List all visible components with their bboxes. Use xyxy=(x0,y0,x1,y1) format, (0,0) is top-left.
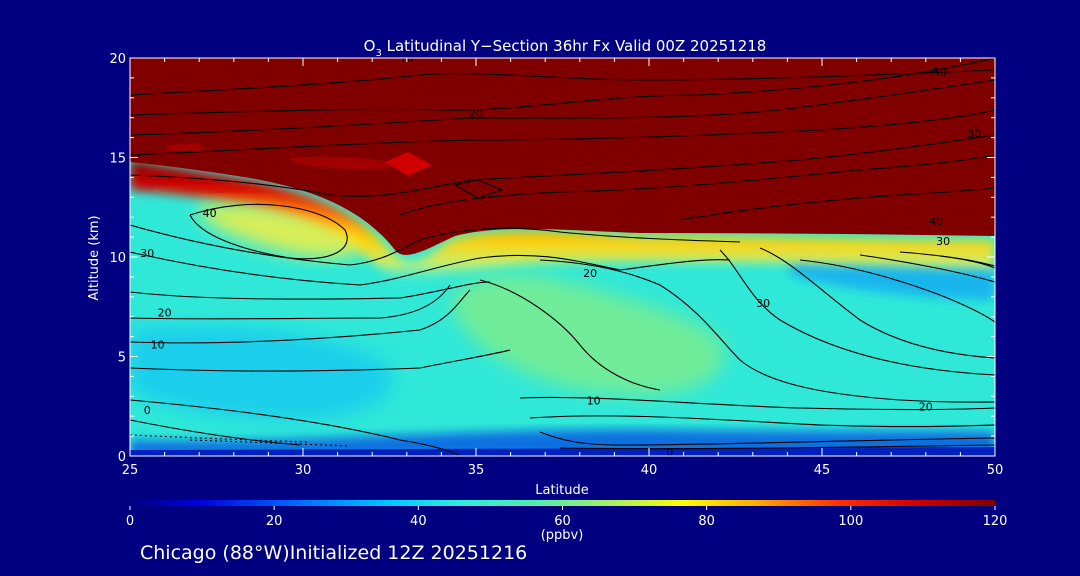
contour-line xyxy=(519,396,995,411)
contour-line xyxy=(679,187,995,221)
contour-label: 50 xyxy=(933,66,947,79)
contour-label: 40 xyxy=(929,215,943,228)
contour-line xyxy=(799,259,995,323)
contour-label: 30 xyxy=(967,128,981,141)
contour-line xyxy=(130,58,995,116)
stratosphere-feature-2 xyxy=(385,152,432,176)
contour-lines xyxy=(130,58,995,456)
contour-line xyxy=(539,431,995,446)
stratosphere-feature-1 xyxy=(290,156,392,170)
contour-label: 0 xyxy=(666,446,673,459)
contour-line-dotted xyxy=(130,434,311,443)
x-tick-label: 50 xyxy=(987,463,1004,478)
y-tick-label: 5 xyxy=(118,351,126,366)
chart-title: O3 Latitudinal Y−Section 36hr Fx Valid 0… xyxy=(364,37,767,59)
contour-line xyxy=(479,279,661,391)
y-tick-label: 20 xyxy=(109,52,126,67)
contour-label: 30 xyxy=(936,235,950,248)
contour-line xyxy=(719,249,995,376)
contour-line xyxy=(130,134,995,197)
ozone-core xyxy=(450,274,724,396)
contour-line xyxy=(130,69,995,96)
chart-title-subscript: 3 xyxy=(375,48,381,59)
contour-line xyxy=(189,203,348,260)
contour-label: 20 xyxy=(919,400,933,413)
tropopause-gradient xyxy=(130,160,995,284)
y-tick-label: 0 xyxy=(118,450,126,465)
x-tick-label: 45 xyxy=(814,463,831,478)
contour-line xyxy=(130,349,511,372)
contour-label: 20 xyxy=(469,108,483,121)
x-tick-label: 25 xyxy=(122,463,139,478)
low-ozone-left xyxy=(130,326,393,420)
x-axis-label: Latitude xyxy=(535,483,589,498)
contour-line xyxy=(130,289,471,344)
contour-line xyxy=(939,255,995,267)
contour-line xyxy=(130,109,995,156)
colorbar-label: (ppbv) xyxy=(541,528,584,543)
chart-title-main: O xyxy=(364,37,376,55)
contour-line xyxy=(529,415,995,428)
footer-caption: Chicago (88°W)Initialized 12Z 20251216 xyxy=(140,542,528,564)
contour-line xyxy=(130,224,741,266)
contour-line xyxy=(130,251,731,286)
contour-label: 30 xyxy=(756,297,770,310)
colorbar-ticks: 0 20 40 60 80 100 120 xyxy=(126,506,1008,529)
colorbar xyxy=(130,500,995,506)
x-tick-label: 40 xyxy=(641,463,658,478)
contour-line xyxy=(453,179,504,199)
contour-line xyxy=(559,444,995,450)
surface-band xyxy=(130,447,995,456)
stratosphere-feature-3 xyxy=(165,143,205,151)
y-axis-label: Altitude (km) xyxy=(87,215,102,300)
contour-line xyxy=(399,154,995,216)
colorbar-tick-label: 60 xyxy=(554,514,571,529)
contour-label: 40 xyxy=(203,207,217,220)
contour-line xyxy=(859,254,995,283)
contour-label: 10 xyxy=(151,339,165,352)
contour-label: 10 xyxy=(587,394,601,407)
contour-line-dotted xyxy=(189,439,351,447)
chart-title-rest: Latitudinal Y−Section 36hr Fx Valid 00Z … xyxy=(382,37,767,55)
contour-label: 0 xyxy=(154,48,161,61)
colorbar-tick-label: 120 xyxy=(983,514,1008,529)
x-tick-label: 30 xyxy=(295,463,312,478)
ozone-lobe xyxy=(200,204,362,258)
y-tick-label: 15 xyxy=(109,152,126,167)
contour-line xyxy=(130,419,301,446)
colorbar-tick-label: 80 xyxy=(698,514,715,529)
contour-line xyxy=(130,281,491,300)
y-axis: 0 5 10 15 20 xyxy=(109,52,995,465)
contour-label: 0 xyxy=(144,404,151,417)
contour-line xyxy=(130,284,451,320)
contour-line xyxy=(130,399,461,456)
contour-label: 30 xyxy=(140,247,154,260)
contour-label: 20 xyxy=(158,307,172,320)
colorbar-tick-label: 40 xyxy=(410,514,427,529)
x-axis: 25 30 35 40 45 50 xyxy=(122,58,1004,478)
colorbar-tick-label: 100 xyxy=(838,514,863,529)
contour-line xyxy=(539,259,995,403)
colorbar-tick-label: 20 xyxy=(266,514,283,529)
contour-line xyxy=(759,247,995,359)
contour-line xyxy=(130,79,995,136)
contour-label: 20 xyxy=(583,267,597,280)
y-tick-label: 10 xyxy=(109,251,126,266)
x-tick-label: 35 xyxy=(468,463,485,478)
colorbar-tick-label: 0 xyxy=(126,514,134,529)
